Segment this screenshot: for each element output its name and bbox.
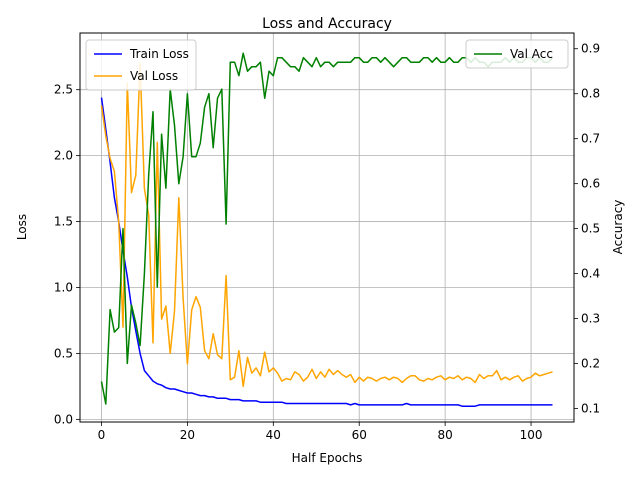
y-left-tick-label: 1.5 (54, 215, 73, 229)
train-loss-line (100, 97, 553, 407)
legend-label-val-acc: Val Acc (510, 47, 553, 61)
y-right-tick-label: 0.1 (581, 402, 600, 416)
legend-left: Train Loss Val Loss (85, 39, 197, 91)
chart-title: Loss and Accuracy (262, 16, 392, 32)
val-loss-line (100, 62, 553, 388)
y-left-tick-label: 2.0 (54, 149, 73, 163)
y-axis-left-title: Loss (15, 214, 29, 240)
ticks-layer: 0 20 40 60 80 100 0.0 0.5 1.0 1.5 2.0 2.5 0.1 0.2 0.3 0… (54, 42, 600, 442)
y-right-tick-label: 0.5 (581, 222, 600, 236)
y-left-tick-label: 1.0 (54, 280, 73, 294)
y-left-tick-label: 0.0 (54, 412, 73, 426)
x-tick-label: 80 (437, 428, 452, 442)
x-tick-label: 40 (266, 428, 281, 442)
y-right-tick-label: 0.2 (581, 357, 600, 371)
x-tick-label: 20 (180, 428, 195, 442)
x-tick-label: 60 (352, 428, 367, 442)
legend-label-train-loss: Train Loss (129, 47, 189, 61)
x-axis-title: Half Epochs (292, 451, 363, 465)
legend-label-val-loss: Val Loss (130, 69, 178, 83)
y-right-tick-label: 0.3 (581, 312, 600, 326)
x-tick-label: 0 (98, 428, 106, 442)
y-right-tick-label: 0.9 (581, 42, 600, 56)
grid-layer (80, 33, 574, 422)
legend-box (85, 39, 197, 91)
plot-frame (79, 32, 575, 423)
legend-box (465, 39, 569, 69)
y-left-tick-label: 2.5 (54, 83, 73, 97)
y-left-tick-label: 0.5 (54, 346, 73, 360)
legend-right: Val Acc (465, 39, 569, 69)
x-tick-label: 100 (520, 428, 543, 442)
y-right-tick-label: 0.6 (581, 177, 600, 191)
y-right-tick-label: 0.4 (581, 267, 600, 281)
y-right-tick-label: 0.7 (581, 132, 600, 146)
y-right-tick-label: 0.8 (581, 87, 600, 101)
y-axis-right-title: Accuracy (611, 200, 625, 255)
